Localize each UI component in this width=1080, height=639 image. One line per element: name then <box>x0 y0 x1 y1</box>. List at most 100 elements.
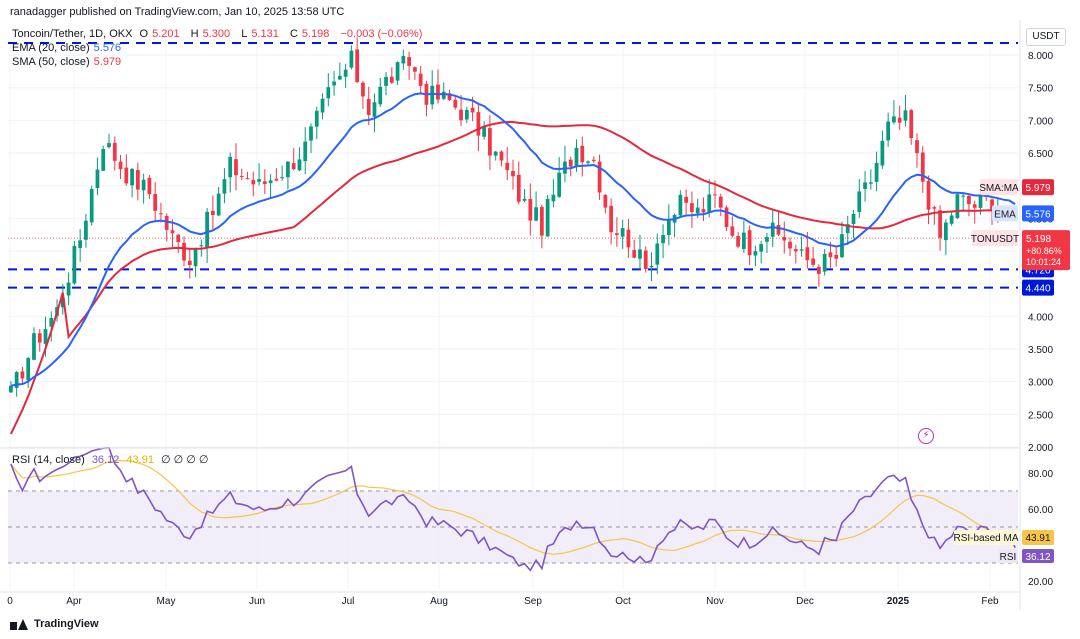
price-axis-tick: 3.000 <box>1028 378 1053 389</box>
ema-value: 5.576 <box>93 42 122 54</box>
candle-body <box>164 215 169 230</box>
rsi-value-badge <box>1022 548 1054 563</box>
candle-body <box>609 205 613 233</box>
time-axis-tick: Nov <box>706 596 724 607</box>
time-axis-tick: Feb <box>981 596 999 607</box>
candle-body <box>915 140 919 154</box>
candle-body <box>211 210 215 215</box>
price-axis-tick: 6.500 <box>1028 149 1053 160</box>
flash-icon[interactable]: ⚡ <box>918 428 934 444</box>
candle-body <box>153 193 158 211</box>
candle-body <box>909 110 914 139</box>
candle-body <box>89 189 94 223</box>
candle-body <box>603 194 608 208</box>
candle-body <box>817 266 821 274</box>
candle-body <box>205 211 209 248</box>
currency-selector[interactable]: USDT <box>1026 28 1066 46</box>
candle-body <box>730 226 735 236</box>
rsi-label: RSI (14, close) <box>12 454 85 466</box>
candle-body <box>303 141 308 162</box>
price-axis-tick: 3.500 <box>1028 345 1053 356</box>
candle-body <box>216 193 221 216</box>
candle-body <box>418 73 423 86</box>
candle-body <box>499 151 504 161</box>
sma-value: 5.979 <box>93 56 122 68</box>
candle-body <box>395 62 400 81</box>
candle-body <box>545 198 550 237</box>
time-axis-tick: Jun <box>249 596 265 607</box>
candle-body <box>511 170 515 177</box>
ema-label-badge <box>992 205 1018 222</box>
candle-body <box>799 249 804 251</box>
rsi-legend-value: 36.12 <box>91 454 120 466</box>
candle-body <box>343 69 348 77</box>
rsi-legend[interactable]: RSI (14, close) 36.12 43.91 ∅ ∅ ∅ ∅ <box>12 453 213 466</box>
low-label: L <box>241 28 248 40</box>
candle-body <box>978 195 983 208</box>
candle-body <box>857 191 862 213</box>
candle-body <box>649 265 654 267</box>
candle-body <box>551 194 556 202</box>
rsi-bands-layer <box>8 490 1018 564</box>
candle-body <box>95 169 100 189</box>
candle-body <box>60 298 65 308</box>
candle-body <box>845 224 850 234</box>
candle-body <box>234 159 238 176</box>
candle-body <box>972 204 977 208</box>
candle-body <box>355 49 360 83</box>
candle-body <box>805 247 810 261</box>
candle-body <box>222 179 227 194</box>
candle-body <box>476 112 481 136</box>
time-axis-tick: 0 <box>7 596 13 607</box>
candle-body <box>470 107 475 113</box>
candle-body <box>112 142 117 161</box>
candle-body <box>141 179 146 191</box>
candle-body <box>678 194 683 216</box>
last-label-text: TONUSDT <box>971 234 1019 245</box>
rsi-line <box>10 446 1016 572</box>
candle-body <box>695 207 700 214</box>
candle-body <box>822 253 827 272</box>
candle-body <box>314 110 319 127</box>
candle-body <box>401 56 406 64</box>
candle-body <box>124 167 129 184</box>
candle-body <box>84 220 88 240</box>
candle-body <box>274 178 279 181</box>
sma-legend[interactable]: SMA (50, close) 5.979 <box>12 56 125 68</box>
sma-label-badge <box>980 179 1018 196</box>
candle-body <box>568 159 573 167</box>
ema-legend[interactable]: EMA (20, close) 5.576 <box>12 42 125 54</box>
candle-body <box>262 181 267 185</box>
candle-body <box>765 237 769 242</box>
rsi-layer <box>10 446 1016 572</box>
candle-body <box>337 75 342 80</box>
candle-body <box>286 161 290 178</box>
symbol-title[interactable]: Toncoin/Tether, 1D, OKX <box>12 28 133 40</box>
candle-body <box>776 225 781 235</box>
price-axis-tick: 7.000 <box>1028 116 1053 127</box>
candle-body <box>332 81 336 86</box>
candle-body <box>886 121 891 141</box>
rsi-ma-label-text: RSI-based MA <box>953 533 1018 544</box>
level-badge-text: 4.440 <box>1025 284 1050 295</box>
candle-body <box>793 249 798 252</box>
candle-body <box>522 198 527 201</box>
candle-body <box>20 371 25 379</box>
candle-body <box>488 128 492 156</box>
candle-body <box>187 260 192 266</box>
ema-value-badge <box>1022 205 1054 222</box>
candle-body <box>615 233 619 236</box>
candle-body <box>170 230 175 234</box>
candle-body <box>14 372 19 388</box>
rsi-axis-tick: 80.00 <box>1028 469 1053 480</box>
rsi-label-text: RSI <box>1000 552 1017 563</box>
candle-body <box>741 232 746 249</box>
sma-50-line <box>9 121 1016 435</box>
rsi-ma-label-badge <box>954 529 1018 545</box>
ema-value-text: 5.576 <box>1025 209 1050 220</box>
price-badges-layer: 4.720 4.440 SMA:MA 5.979 EMA 5.576 TONUSDT 5.19… <box>953 179 1070 563</box>
candle-body <box>868 182 873 184</box>
